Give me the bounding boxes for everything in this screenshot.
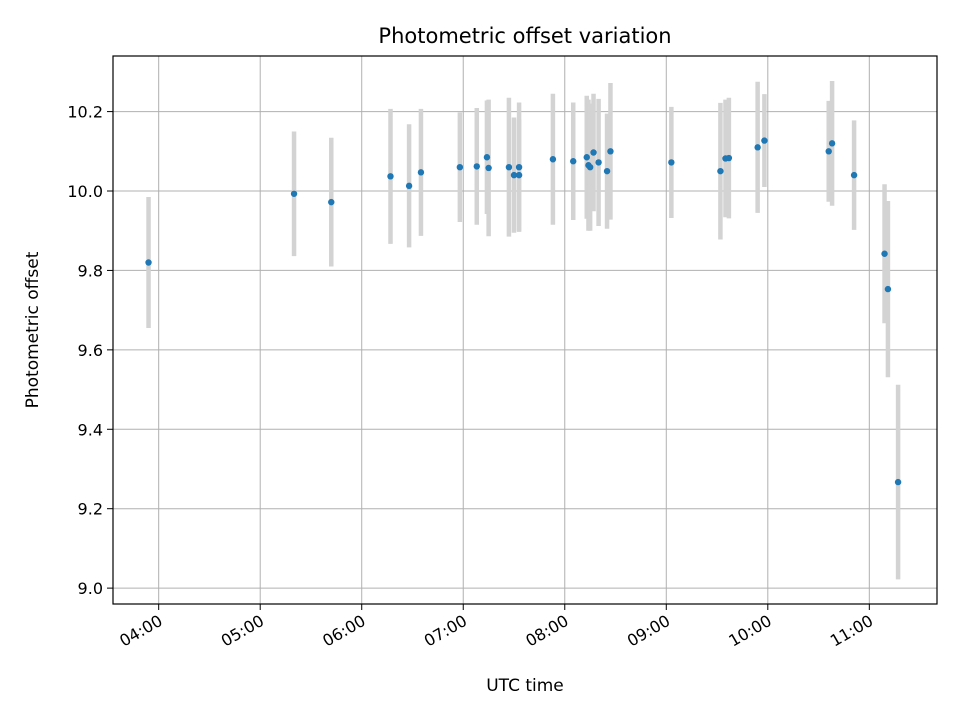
data-point [387,173,394,180]
data-point [603,167,611,175]
y-tick-label: 10.0 [67,182,103,201]
data-point [417,169,425,176]
data-point [607,148,614,155]
data-point [549,156,557,163]
data-point [456,163,464,171]
data-point [290,190,298,197]
chart-title: Photometric offset variation [378,24,671,48]
x-tick-label: 04:00 [116,611,165,651]
y-tick-label: 10.2 [67,103,103,122]
x-axis-ticks: 04:00 05:00 06:00 07:00 08:00 09:00 10:00 11:00 [116,604,876,651]
data-point [328,198,335,206]
data-point [828,140,836,147]
data-point [570,158,577,165]
x-tick-label: 09:00 [624,611,673,651]
data-point [668,159,675,166]
y-tick-label: 9.4 [78,420,103,439]
data-point [761,137,768,144]
data-point [483,154,491,161]
data-point [515,171,523,179]
data-point [717,167,724,175]
data-point [515,163,523,171]
x-tick-label: 11:00 [827,611,876,651]
data-point [881,250,888,257]
y-tick-label: 9.2 [78,500,103,519]
data-point [583,154,590,161]
data-point [586,163,594,171]
data-point [473,163,480,170]
grid-lines [113,56,937,604]
data-point [595,159,602,166]
x-axis-label: UTC time [486,676,564,696]
data-point [725,154,733,162]
data-point [754,144,761,151]
data-point [145,259,152,266]
y-tick-label: 9.8 [78,261,103,280]
y-axis-ticks: 9.0 9.2 9.4 9.6 9.8 10.0 10.2 [67,103,113,598]
data-points [145,137,902,486]
x-tick-label: 08:00 [522,611,571,651]
error-bars [146,81,901,580]
x-tick-label: 07:00 [421,611,470,651]
data-point [510,171,518,179]
data-point [850,171,858,179]
data-point [894,478,902,486]
data-point [825,148,832,155]
y-tick-label: 9.6 [78,341,103,360]
plot-frame [112,55,938,605]
x-tick-label: 06:00 [319,611,368,651]
data-point [485,164,492,172]
x-tick-label: 05:00 [218,611,267,651]
data-point [590,149,597,156]
y-axis-label: Photometric offset [23,251,43,408]
data-point [884,285,892,293]
data-point [505,163,513,171]
x-tick-label: 10:00 [725,611,774,651]
data-point [405,182,413,190]
y-tick-label: 9.0 [78,579,103,598]
